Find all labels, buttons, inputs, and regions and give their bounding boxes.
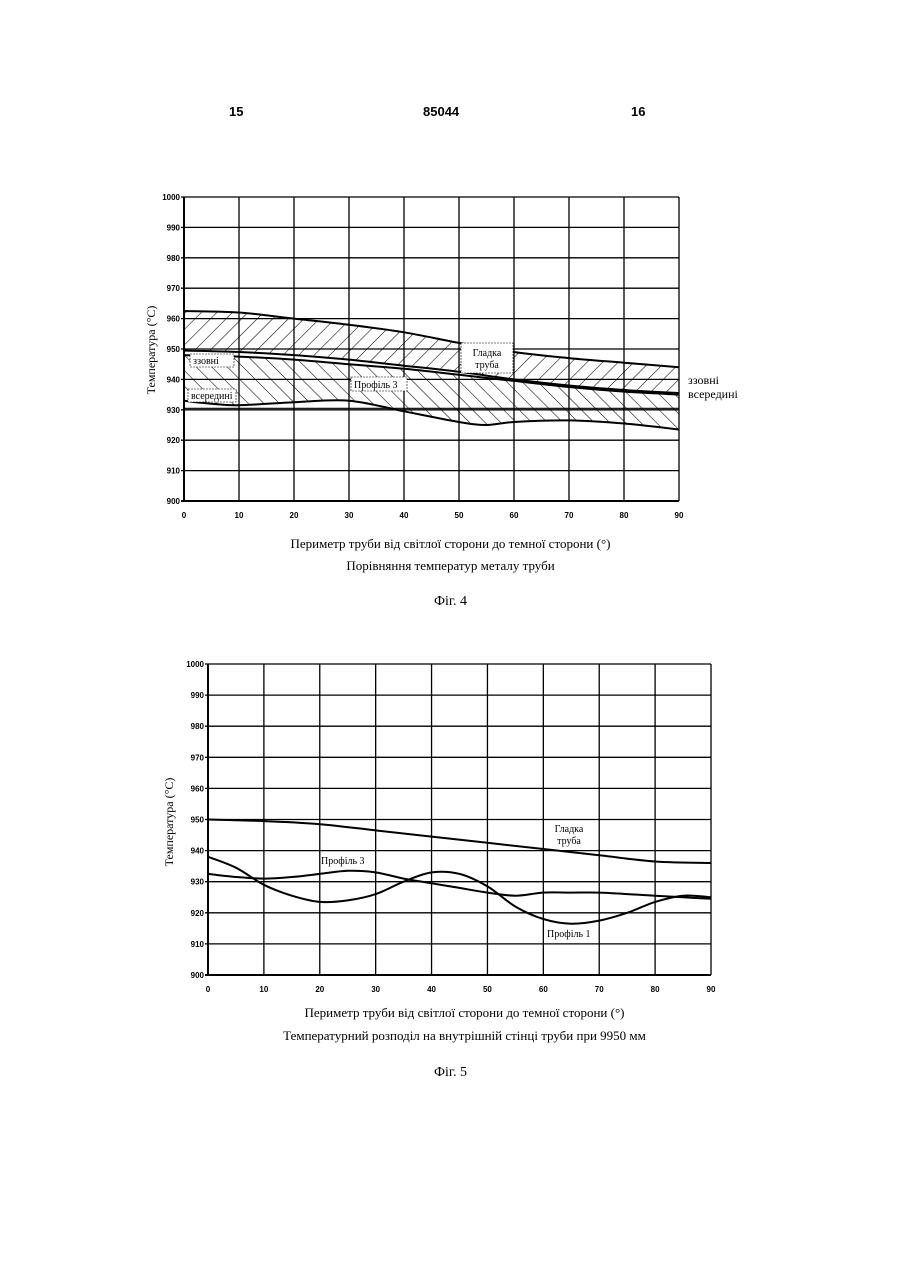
fig5-label-smooth-line1: Гладка: [555, 824, 584, 835]
fig5-x-tick-label: 90: [707, 985, 716, 994]
fig5-x-tick-label: 50: [483, 985, 492, 994]
fig5-xlabel: Периметр труби від світлої сторони до те…: [14, 1005, 901, 1021]
fig5-x-tick-label: 10: [259, 985, 268, 994]
fig5-y-tick-label: 960: [191, 784, 205, 793]
fig5-series-profile1: [208, 857, 711, 924]
fig5-y-tick-label: 980: [191, 722, 205, 731]
fig5-y-tick-label: 970: [191, 753, 205, 762]
fig5-ylabel: Температура (°C): [162, 778, 176, 867]
fig5-label-smooth-line2: труба: [557, 836, 581, 847]
fig4-title: Порівняння температур металу труби: [0, 558, 901, 574]
fig5-y-tick-label: 930: [191, 878, 205, 887]
fig5-series-profile3: [208, 871, 711, 899]
fig4-figure-label: Фіг. 4: [0, 594, 901, 610]
fig5-y-tick-label: 910: [191, 940, 205, 949]
fig5-x-tick-label: 70: [595, 985, 604, 994]
fig5-figure-label: Фіг. 5: [0, 1065, 901, 1081]
fig5-y-tick-label: 990: [191, 691, 205, 700]
fig5-title: Температурний розподіл на внутрішній сті…: [14, 1028, 901, 1044]
fig5-y-tick-label: 900: [191, 971, 205, 980]
fig5-x-tick-label: 20: [315, 985, 324, 994]
fig5-y-tick-label: 950: [191, 816, 205, 825]
fig5-x-tick-label: 60: [539, 985, 548, 994]
fig4-xlabel: Периметр труби від світлої сторони до те…: [0, 536, 901, 552]
fig5-y-tick-label: 940: [191, 847, 205, 856]
fig5-x-tick-label: 30: [371, 985, 380, 994]
fig5-x-tick-label: 80: [651, 985, 660, 994]
fig5-label-profile1: Профіль 1: [547, 929, 591, 940]
fig5-y-tick-label: 1000: [186, 660, 204, 669]
fig5-label-profile3: Профіль 3: [321, 856, 365, 867]
fig5-series-smooth-tube: [208, 820, 711, 864]
fig5-y-tick-label: 920: [191, 909, 205, 918]
fig5-x-tick-label: 40: [427, 985, 436, 994]
fig5-x-tick-label: 0: [206, 985, 211, 994]
